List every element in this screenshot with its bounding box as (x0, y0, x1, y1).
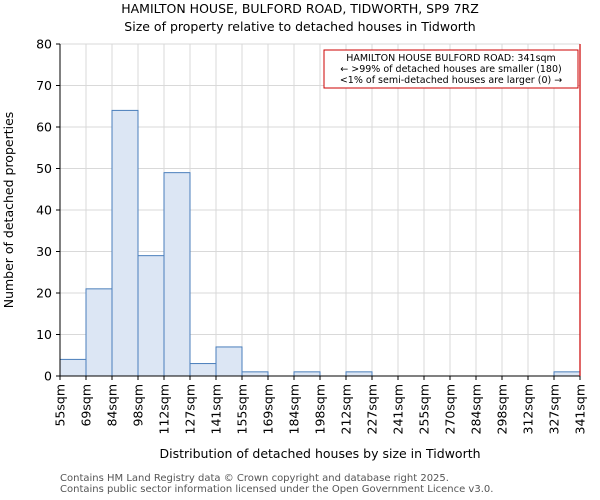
x-tick-label: 341sqm (573, 384, 588, 434)
chart-title: HAMILTON HOUSE, BULFORD ROAD, TIDWORTH, … (121, 1, 479, 16)
x-tick-label: 241sqm (391, 384, 406, 434)
x-tick-label: 212sqm (339, 384, 354, 434)
bars (59, 109, 581, 377)
x-tick-label: 184sqm (287, 384, 302, 434)
x-tick-label: 84sqm (105, 384, 120, 427)
x-tick-label: 284sqm (469, 384, 484, 434)
bar-327sqm (553, 371, 581, 377)
x-tick-label: 127sqm (183, 384, 198, 434)
y-tick-label: 40 (36, 203, 52, 218)
y-tick-label: 50 (36, 161, 52, 176)
chart-subtitle: Size of property relative to detached ho… (124, 19, 475, 34)
x-tick-label: 327sqm (547, 384, 562, 434)
x-tick-label: 55sqm (53, 384, 68, 427)
x-tick-label: 169sqm (261, 384, 276, 434)
x-ticks: 55sqm 69sqm 84sqm 98sqm 112sqm 127sqm 141sqm 15… (53, 376, 588, 434)
y-ticks: 0 10 20 30 40 50 60 70 80 (36, 37, 60, 384)
annotation-line-2: ← >99% of detached houses are smaller (1… (340, 64, 561, 75)
x-tick-label: 141sqm (209, 384, 224, 434)
bar-184sqm (293, 371, 321, 377)
x-tick-label: 198sqm (313, 384, 328, 434)
annotation-box: HAMILTON HOUSE BULFORD ROAD: 341sqm ← >9… (323, 49, 579, 89)
x-tick-label: 69sqm (79, 384, 94, 427)
y-tick-label: 10 (36, 327, 52, 342)
bar-212sqm (345, 371, 373, 377)
y-tick-label: 20 (36, 286, 52, 301)
bar-84sqm (111, 109, 139, 377)
x-tick-label: 112sqm (157, 384, 172, 434)
bar-127sqm (189, 363, 217, 377)
bar-55sqm (59, 358, 87, 377)
y-tick-label: 80 (36, 37, 52, 52)
x-tick-label: 155sqm (235, 384, 250, 434)
annotation-line-1: HAMILTON HOUSE BULFORD ROAD: 341sqm (346, 53, 556, 64)
x-tick-label: 298sqm (495, 384, 510, 434)
x-tick-label: 227sqm (365, 384, 380, 434)
x-tick-label: 270sqm (443, 384, 458, 434)
y-tick-label: 70 (36, 78, 52, 93)
bar-141sqm (215, 346, 243, 377)
footer-line-1: Contains HM Land Registry data © Crown c… (60, 473, 449, 484)
x-tick-label: 98sqm (131, 384, 146, 427)
y-tick-label: 0 (44, 369, 52, 384)
bar-98sqm (137, 255, 165, 377)
y-tick-label: 30 (36, 244, 52, 259)
annotation-frame (323, 49, 579, 89)
x-axis-label: Distribution of detached houses by size … (159, 446, 480, 461)
annotation-line-3: <1% of semi-detached houses are larger (… (340, 75, 562, 86)
y-axis-label: Number of detached properties (1, 112, 16, 309)
bar-155sqm (241, 371, 269, 377)
bar-112sqm (163, 172, 191, 377)
y-tick-label: 60 (36, 120, 52, 135)
x-tick-label: 312sqm (521, 384, 536, 434)
footer-line-2: Contains public sector information licen… (60, 484, 494, 495)
bar-69sqm (85, 288, 113, 377)
x-tick-label: 255sqm (417, 384, 432, 434)
